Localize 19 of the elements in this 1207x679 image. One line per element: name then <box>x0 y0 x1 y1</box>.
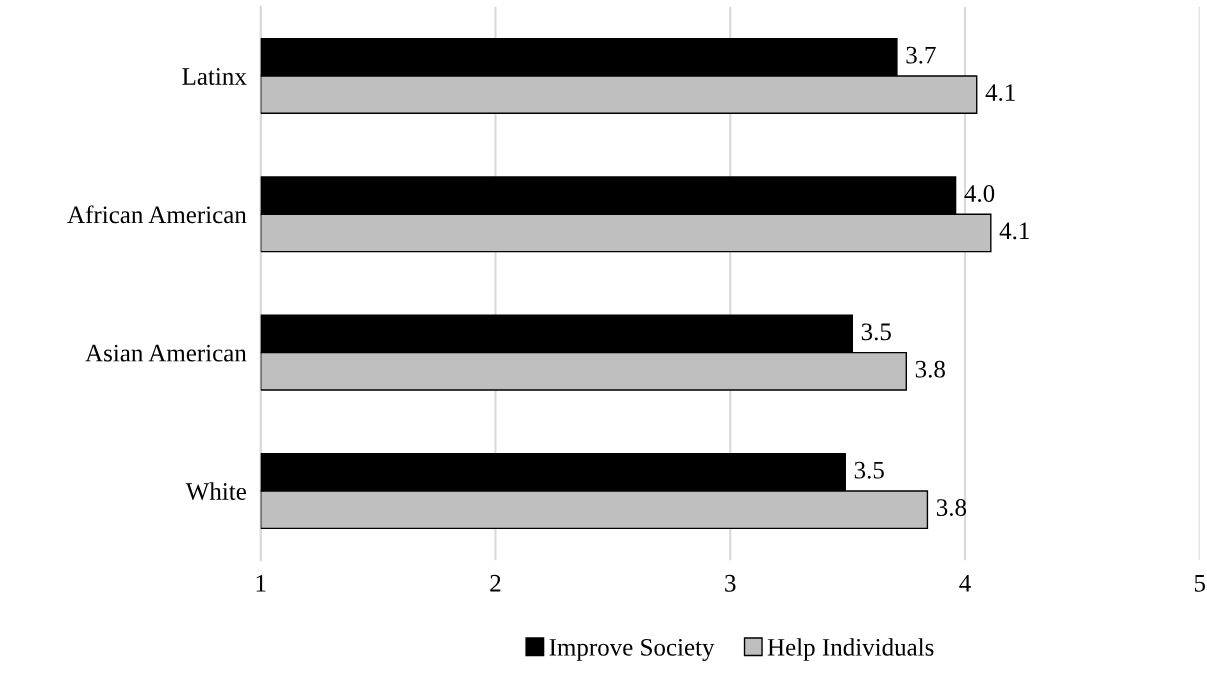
data-label: 3.8 <box>936 499 967 517</box>
legend-label: Improve Society <box>549 638 715 661</box>
data-label: 3.5 <box>854 461 884 479</box>
x-tick-label: 4 <box>959 574 971 592</box>
x-tick-label: 1 <box>256 574 266 592</box>
data-label: 4.1 <box>985 84 1015 102</box>
data-label: 3.5 <box>861 323 891 341</box>
x-tick-label: 3 <box>725 574 736 592</box>
y-tick-label: Latinx <box>182 68 247 85</box>
data-label: 3.8 <box>915 360 945 378</box>
y-tick-label: Asian American <box>85 344 247 362</box>
x-tick-label: 2 <box>490 574 501 592</box>
data-label: 4.0 <box>964 185 995 202</box>
data-label: 4.1 <box>999 222 1029 240</box>
legend-label: Help Individuals <box>767 638 934 661</box>
y-tick-label: African American <box>67 205 247 224</box>
y-tick-label: White <box>185 482 246 501</box>
data-label: 3.7 <box>906 46 936 64</box>
x-tick-label: 5 <box>1194 575 1206 592</box>
